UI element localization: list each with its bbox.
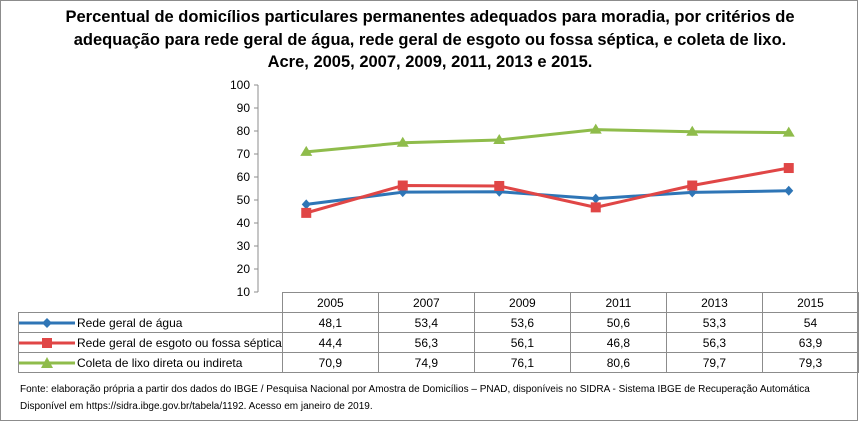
y-tick-label: 80 [237, 124, 251, 138]
y-tick-label: 30 [237, 239, 251, 253]
chart-title: Percentual de domicílios particulares pe… [65, 8, 795, 71]
source-note: Fonte: elaboração própria a partir dos d… [20, 381, 810, 415]
table-row: Coleta de lixo direta ou indireta 70,9 7… [18, 352, 859, 373]
y-tick-label: 90 [237, 101, 251, 115]
legend-entry: Coleta de lixo direta ou indireta [18, 352, 283, 373]
data-point [782, 126, 795, 137]
data-cell: 48,1 [281, 312, 379, 333]
table-row: Rede geral de água 48,1 53,4 53,6 50,6 5… [18, 312, 859, 333]
data-point [301, 199, 311, 210]
data-point [397, 180, 408, 191]
legend-key-triangle-icon [19, 357, 75, 369]
table-header-row: 2005 2007 2009 2011 2013 2015 [18, 292, 859, 313]
series-name: Coleta de lixo direta ou indireta [77, 355, 243, 370]
data-point [300, 145, 313, 156]
series-line [305, 166, 790, 215]
data-cell: 70,9 [281, 352, 379, 373]
series-name: Rede geral de água [77, 315, 183, 330]
data-cell: 56,1 [473, 332, 571, 353]
category-label: 2007 [377, 292, 475, 313]
data-cell: 54 [761, 312, 859, 333]
data-cell: 79,3 [761, 352, 859, 373]
data-point [396, 136, 409, 147]
data-cell: 56,3 [665, 332, 763, 353]
table-row: Rede geral de esgoto ou fossa séptica 44… [18, 332, 859, 353]
data-point [301, 207, 312, 218]
data-cell: 56,3 [377, 332, 475, 353]
data-table: 2005 2007 2009 2011 2013 2015 Rede geral… [18, 292, 859, 373]
y-tick-label: 20 [237, 262, 251, 276]
data-point [591, 193, 601, 204]
y-tick-label: 40 [237, 216, 251, 230]
data-cell: 50,6 [569, 312, 667, 333]
y-tick-label: 70 [237, 147, 251, 161]
data-cell: 74,9 [377, 352, 475, 373]
data-point [590, 202, 601, 213]
series-line [306, 128, 789, 154]
data-point [783, 163, 794, 174]
category-label: 2015 [761, 292, 859, 313]
data-cell: 44,4 [281, 332, 379, 353]
data-cell: 46,8 [569, 332, 667, 353]
data-point [784, 185, 794, 196]
data-cell: 53,4 [377, 312, 475, 333]
category-label: 2013 [665, 292, 763, 313]
series-name: Rede geral de esgoto ou fossa séptica [77, 335, 282, 350]
legend-key-diamond-icon [19, 318, 75, 329]
table-corner [18, 292, 283, 313]
data-cell: 53,3 [665, 312, 763, 333]
y-tick-label: 50 [237, 193, 251, 207]
data-cell: 63,9 [761, 332, 859, 353]
source-line: Disponível em https://sidra.ibge.gov.br/… [20, 401, 373, 412]
source-line: Fonte: elaboração própria a partir dos d… [20, 384, 810, 395]
legend-key-square-icon [19, 338, 75, 349]
y-tick-label: 100 [230, 78, 250, 92]
category-label: 2009 [473, 292, 571, 313]
category-label: 2005 [281, 292, 379, 313]
data-cell: 76,1 [473, 352, 571, 373]
data-point [687, 180, 698, 191]
data-point [493, 133, 506, 144]
y-tick-label: 60 [237, 170, 251, 184]
legend-entry: Rede geral de esgoto ou fossa séptica [18, 332, 283, 353]
data-cell: 80,6 [569, 352, 667, 373]
data-cell: 53,6 [473, 312, 571, 333]
data-cell: 79,7 [665, 352, 763, 373]
category-label: 2011 [569, 292, 667, 313]
data-point [686, 125, 699, 136]
data-point [494, 180, 505, 191]
legend-entry: Rede geral de água [18, 312, 283, 333]
data-point [589, 123, 602, 134]
